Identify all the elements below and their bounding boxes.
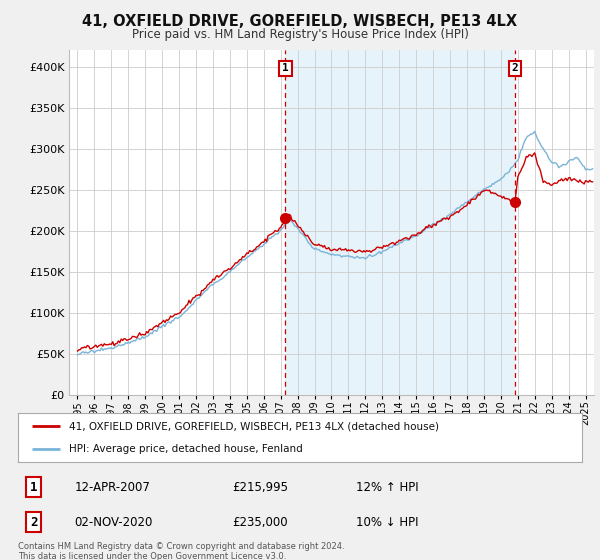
Text: 2: 2 — [512, 63, 518, 73]
Text: HPI: Average price, detached house, Fenland: HPI: Average price, detached house, Fenl… — [69, 444, 302, 454]
Text: 12% ↑ HPI: 12% ↑ HPI — [356, 480, 419, 494]
Text: £215,995: £215,995 — [232, 480, 289, 494]
Text: 1: 1 — [30, 480, 38, 494]
Text: Contains HM Land Registry data © Crown copyright and database right 2024.
This d: Contains HM Land Registry data © Crown c… — [18, 542, 344, 560]
Text: 10% ↓ HPI: 10% ↓ HPI — [356, 516, 419, 529]
Text: 12-APR-2007: 12-APR-2007 — [74, 480, 150, 494]
Text: 41, OXFIELD DRIVE, GOREFIELD, WISBECH, PE13 4LX: 41, OXFIELD DRIVE, GOREFIELD, WISBECH, P… — [82, 14, 518, 29]
Text: Price paid vs. HM Land Registry's House Price Index (HPI): Price paid vs. HM Land Registry's House … — [131, 28, 469, 41]
Text: £235,000: £235,000 — [232, 516, 288, 529]
Text: 02-NOV-2020: 02-NOV-2020 — [74, 516, 153, 529]
Bar — [286, 50, 515, 395]
Text: 1: 1 — [282, 63, 289, 73]
Text: 41, OXFIELD DRIVE, GOREFIELD, WISBECH, PE13 4LX (detached house): 41, OXFIELD DRIVE, GOREFIELD, WISBECH, P… — [69, 421, 439, 431]
Text: 2: 2 — [30, 516, 38, 529]
